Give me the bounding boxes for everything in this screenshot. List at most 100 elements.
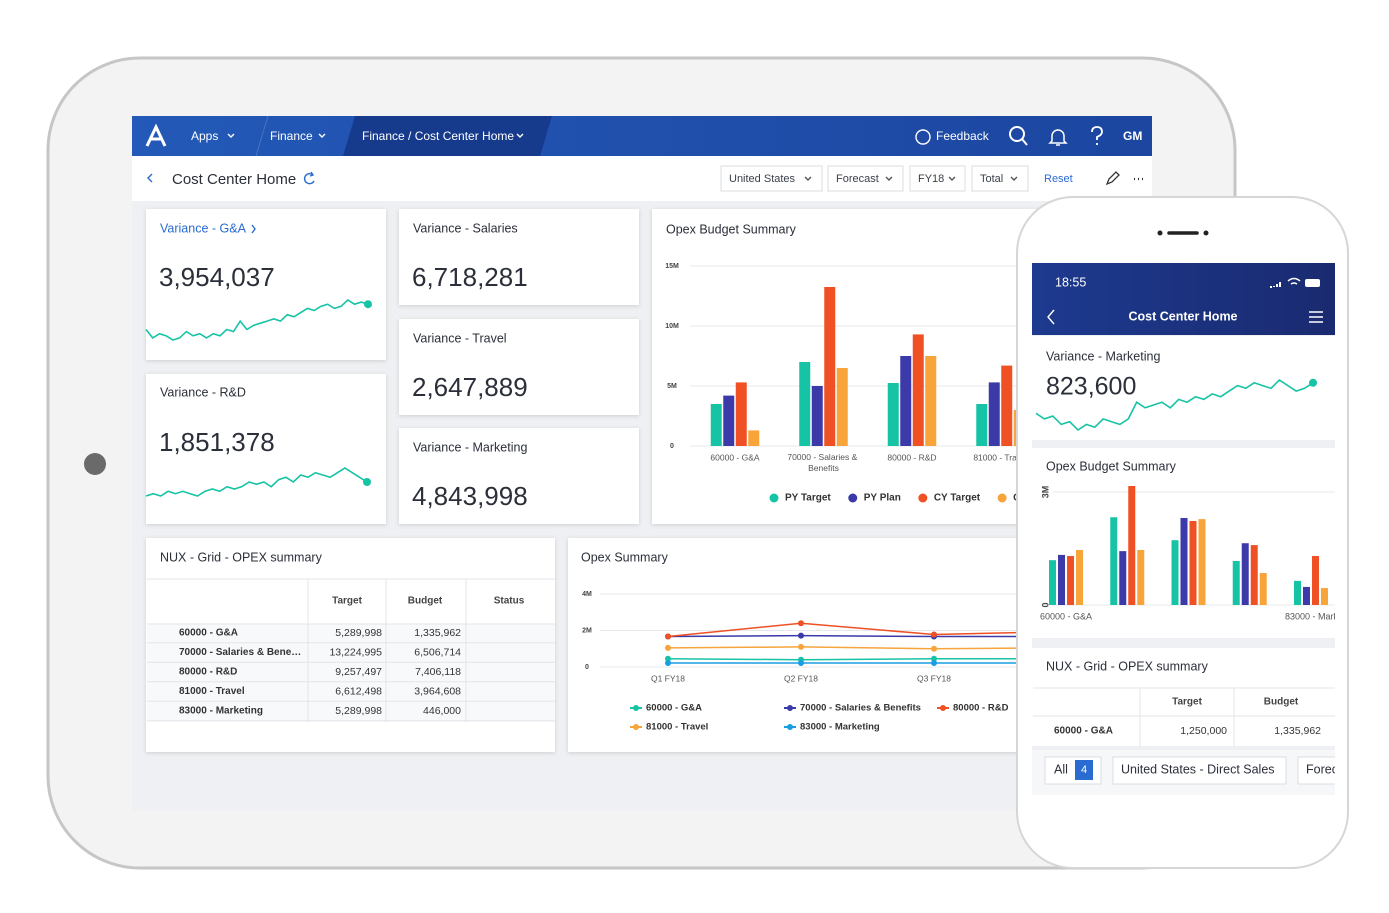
- back[interactable]: [147, 173, 153, 183]
- filter-box[interactable]: [909, 165, 966, 192]
- status-time: 18:55: [1055, 275, 1086, 289]
- filter-box[interactable]: [720, 165, 823, 192]
- bar: [799, 362, 811, 446]
- refresh[interactable]: [303, 171, 315, 185]
- phone-screen: 18:55 Cost Center Home Variance - Market…: [1032, 263, 1358, 795]
- wifi: [1287, 277, 1301, 285]
- nav-finance[interactable]: Finance: [270, 129, 313, 143]
- point: [931, 631, 937, 638]
- bar: [1189, 521, 1197, 605]
- y-tick-label: 5M: [667, 383, 677, 390]
- sparkline-end: [364, 300, 372, 309]
- bar: [1241, 543, 1249, 605]
- bar: [1232, 560, 1240, 605]
- signal: [1270, 282, 1281, 288]
- phone-sensor: [1157, 230, 1163, 236]
- user-initials[interactable]: GM: [1123, 129, 1142, 143]
- kpi-card[interactable]: [146, 374, 386, 524]
- cell: 1,335,962: [1274, 725, 1321, 737]
- sparkline: [145, 467, 368, 497]
- x-tick-label: Q1 FY18: [651, 673, 685, 683]
- legend-swatch: [787, 724, 793, 730]
- bar: [1137, 550, 1145, 605]
- legend-label: 70000 - Salaries & Benefits: [800, 703, 921, 714]
- filter-box[interactable]: [971, 165, 1029, 192]
- kpi-value: 3,954,037: [159, 262, 275, 292]
- bar: [1198, 519, 1206, 605]
- chip[interactable]: [1297, 756, 1358, 785]
- kpi-label: Variance - Marketing: [1046, 349, 1160, 363]
- kpi-label[interactable]: Variance - G&A: [160, 221, 247, 235]
- filter[interactable]: Total: [980, 173, 1003, 185]
- bar: [710, 404, 722, 446]
- chip-all[interactable]: All: [1054, 762, 1068, 776]
- bar: [1001, 365, 1013, 446]
- x-tick-label: Q3 FY18: [917, 673, 951, 683]
- row-name: 83000 - Marketing: [179, 706, 263, 717]
- chevron: [318, 133, 326, 138]
- legend-label: 81000 - Travel: [646, 722, 708, 733]
- edit-icon[interactable]: [1105, 171, 1120, 186]
- grid-rows: 60000 - G&A 5,289,998 1,335,962 70000 - Sal…: [147, 627, 555, 722]
- x-tick-label: Q2 FY18: [784, 673, 818, 683]
- series-line: [667, 658, 1067, 661]
- kpi-value: 4,843,998: [412, 481, 528, 511]
- y-tick-label: 4M: [582, 591, 592, 598]
- kpi-value: 1,851,378: [159, 427, 275, 457]
- kpi-card[interactable]: [399, 319, 639, 415]
- bar: [1058, 554, 1066, 605]
- phone-sensor: [1203, 230, 1209, 236]
- bell-icon[interactable]: [1048, 129, 1068, 146]
- badge: [1075, 760, 1093, 780]
- bar: [1110, 517, 1118, 605]
- bar: [1067, 556, 1075, 605]
- filter[interactable]: FY18: [918, 173, 944, 185]
- kpi-card[interactable]: [399, 209, 639, 305]
- series-line: [667, 622, 1068, 638]
- row-name: 81000 - Travel: [179, 686, 245, 697]
- filter[interactable]: United States: [729, 173, 796, 185]
- bar: [976, 404, 988, 446]
- filter[interactable]: Forecast: [836, 173, 879, 185]
- row-name: 80000 - R&D: [179, 667, 237, 678]
- bar: [748, 430, 760, 446]
- kpi-card[interactable]: [399, 428, 639, 524]
- nav-breadcrumb[interactable]: Finance / Cost Center Home: [362, 129, 514, 143]
- nav-apps[interactable]: Apps: [191, 129, 218, 143]
- column-header: Budget: [1264, 697, 1299, 708]
- x-tick-label: 60000 - G&A: [1040, 611, 1092, 621]
- kpi-value: 823,600: [1046, 373, 1136, 401]
- x-tick-label: 70000 - Salaries & Benefits: [787, 452, 859, 473]
- chart-title: Opex Budget Summary: [1046, 459, 1177, 473]
- kpi-label: Variance - Travel: [413, 331, 507, 345]
- grid-card: [1032, 648, 1335, 746]
- y-tick-label: 2M: [582, 627, 592, 634]
- y-tick-label: 0: [585, 664, 589, 671]
- kpi-card[interactable]: [1032, 336, 1335, 440]
- legend-swatch: [633, 705, 639, 711]
- column-header: Target: [1172, 697, 1202, 708]
- row-name: 60000 - G&A: [1054, 726, 1113, 737]
- cell: 446,000: [423, 705, 461, 717]
- feedback[interactable]: Feedback: [936, 129, 990, 143]
- chevron: [251, 224, 256, 234]
- sparkline-end: [363, 478, 371, 486]
- chip[interactable]: [1112, 756, 1287, 785]
- point: [665, 644, 671, 651]
- back[interactable]: [1047, 309, 1055, 325]
- bar: [1311, 556, 1319, 605]
- tablet-screen: Apps Finance Finance / Cost Center Home …: [132, 116, 1152, 810]
- x-tick-label: 83000 - Marketing: [1285, 611, 1358, 621]
- y-tick-label: 15M: [665, 263, 679, 270]
- search-icon[interactable]: [1009, 126, 1025, 142]
- phone-header: [1032, 263, 1335, 335]
- kpi-card[interactable]: [146, 209, 386, 360]
- help-icon[interactable]: [1091, 126, 1103, 145]
- chip-label[interactable]: Forecast: [1306, 762, 1355, 776]
- reset[interactable]: Reset: [1044, 173, 1073, 185]
- kpi-label: Variance - R&D: [160, 385, 246, 399]
- menu[interactable]: [1309, 311, 1323, 323]
- chip-label[interactable]: United States - Direct Sales: [1121, 762, 1275, 776]
- chevron: [948, 176, 956, 181]
